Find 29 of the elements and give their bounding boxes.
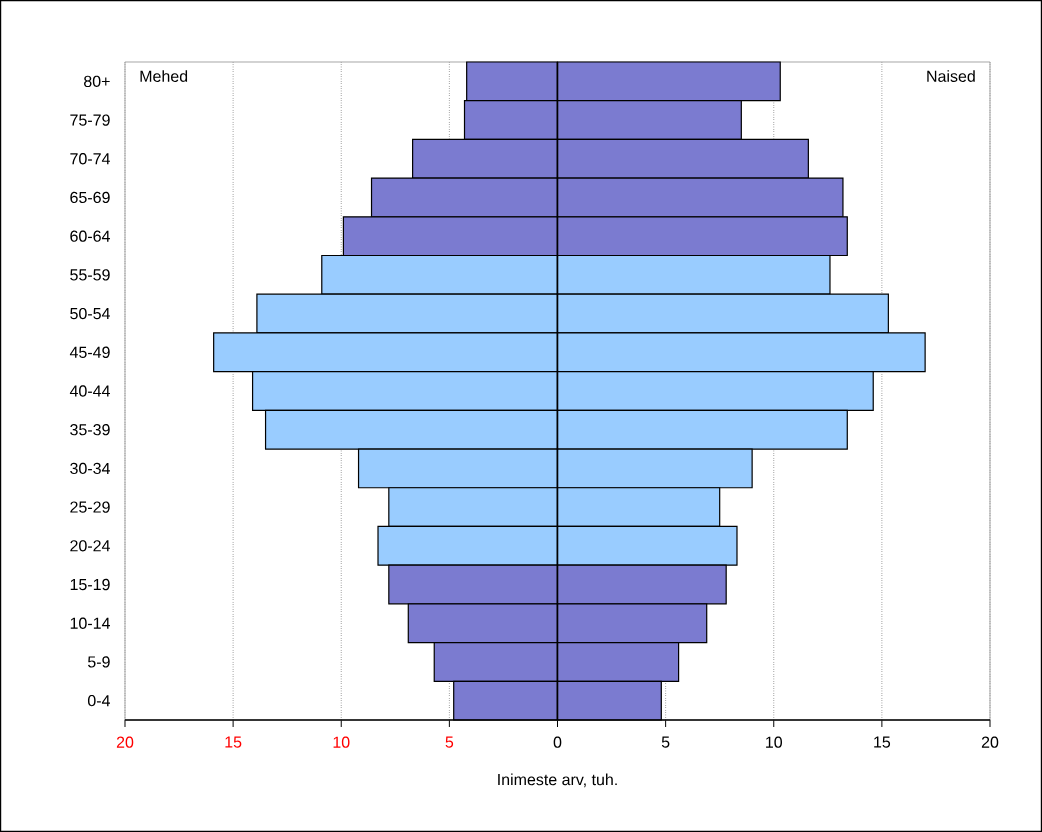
text: Mehed: [140, 70, 188, 82]
y-tick-label: 10-14: [70, 617, 110, 629]
y-tick-label: 55-59: [70, 269, 110, 281]
x-tick-label: 20: [981, 736, 999, 748]
y-tick-label: 80+: [84, 75, 110, 88]
y-tick-label: 30-34: [70, 462, 110, 475]
y-tick-label: 25-29: [70, 501, 110, 513]
x-tick-label: 5: [445, 736, 454, 748]
y-tick-label: 65-69: [70, 191, 110, 204]
x-axis-title: Inimeste arv, tuh.: [498, 773, 617, 788]
y-tick-label: 20-24: [70, 540, 110, 552]
y-tick-label: 75-79: [70, 114, 110, 126]
y-tick-label: 5-9: [87, 656, 110, 668]
y-tick-label: 35-39: [70, 424, 110, 436]
y-tick-label: 15-19: [70, 578, 110, 591]
y-tick-label: 45-49: [69, 346, 110, 358]
x-tick-label: 0: [553, 736, 562, 748]
y-tick-label: 60-64: [70, 230, 110, 242]
y-tick-label: 40-44: [69, 385, 110, 397]
x-tick-label: 20: [116, 736, 134, 748]
x-tick-label: 15: [225, 736, 242, 748]
y-tick-label: 70-74: [70, 153, 110, 165]
x-tick-label: 5: [661, 736, 670, 748]
text: Naised: [927, 70, 975, 82]
x-tick-label: 10: [333, 736, 350, 748]
y-tick-label: 50-54: [70, 307, 110, 320]
x-tick-label: 15: [874, 736, 891, 748]
x-tick-label: 10: [766, 736, 783, 748]
y-tick-label: 0-4: [87, 694, 110, 707]
